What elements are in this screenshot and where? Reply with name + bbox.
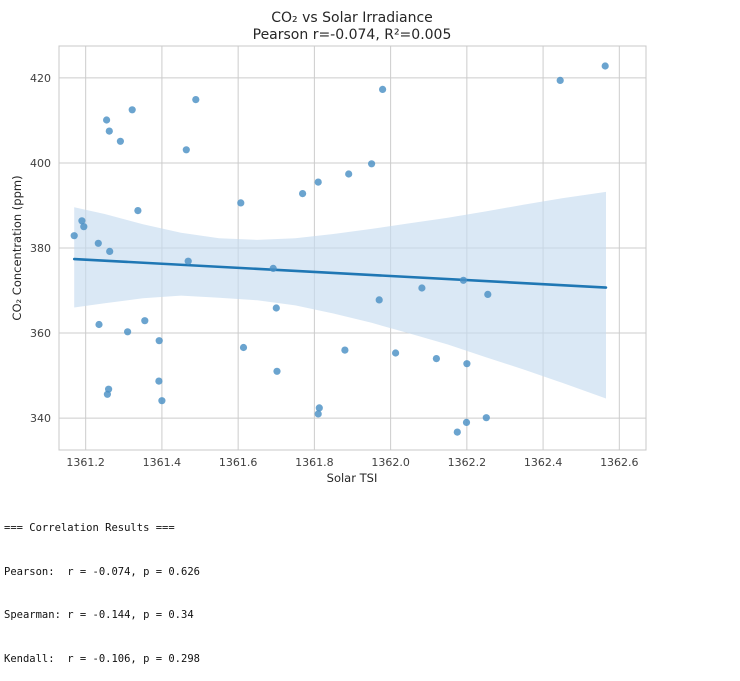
confidence-band-layer (74, 191, 606, 399)
y-tick-label: 340 (30, 412, 51, 425)
console-line: Kendall: r = -0.106, p = 0.298 (4, 652, 200, 665)
data-point (237, 199, 245, 207)
data-point (368, 160, 376, 168)
data-point (379, 85, 387, 93)
data-point (273, 367, 281, 375)
chart-subtitle: Pearson r=-0.074, R²=0.005 (253, 27, 452, 43)
data-point (141, 317, 149, 325)
tick-labels: 1361.2 1361.4 1361.6 1361.8 1362.0 1362.2 1362… (30, 72, 639, 469)
y-axis-label: CO₂ Concentration (ppm) (10, 175, 24, 320)
data-point (601, 62, 609, 70)
data-point (484, 290, 492, 298)
data-point (462, 418, 471, 426)
data-point (106, 247, 114, 255)
data-point (418, 284, 426, 292)
y-tick-label: 400 (30, 157, 51, 170)
data-point (375, 296, 383, 304)
data-point (239, 343, 248, 352)
regression-line-layer (72, 257, 608, 289)
data-point (134, 207, 142, 215)
data-point (94, 239, 102, 247)
x-tick-label: 1362.4 (524, 456, 563, 469)
data-point (80, 223, 88, 231)
data-point (155, 377, 163, 385)
data-point (453, 428, 461, 436)
data-point (314, 410, 322, 418)
data-point (124, 328, 132, 336)
console-line: Spearman: r = -0.144, p = 0.34 (4, 609, 194, 621)
data-point (345, 170, 353, 178)
x-tick-label: 1362.6 (600, 456, 639, 469)
x-tick-label: 1362.0 (371, 456, 410, 469)
data-points (70, 62, 609, 436)
correlation-console-output: === Correlation Results === Pearson: r =… (4, 492, 200, 681)
data-point (116, 137, 124, 145)
data-point (158, 397, 166, 405)
data-point (556, 76, 564, 84)
data-point (314, 178, 322, 186)
data-point (182, 146, 190, 154)
data-point (128, 106, 136, 114)
data-point (315, 404, 323, 412)
x-tick-label: 1361.4 (143, 456, 182, 469)
y-tick-label: 420 (30, 72, 51, 85)
data-point (463, 360, 471, 368)
data-point (341, 346, 349, 354)
data-point (192, 96, 200, 104)
data-point (482, 414, 490, 422)
console-line: === Correlation Results === (4, 522, 175, 534)
confidence-band (74, 191, 606, 399)
data-point (392, 349, 400, 357)
chart-title: CO₂ vs Solar Irradiance (271, 10, 433, 26)
y-tick-label: 380 (30, 242, 51, 255)
data-point (299, 190, 307, 198)
data-point (70, 232, 78, 240)
x-tick-label: 1361.8 (295, 456, 334, 469)
data-point (155, 337, 163, 345)
data-point (184, 257, 192, 265)
grid (59, 46, 646, 450)
data-point (103, 390, 111, 398)
data-point (105, 127, 113, 135)
data-point (95, 320, 103, 329)
data-point (272, 304, 280, 312)
scatter-chart: CO₂ vs Solar Irradiance Pearson r=-0.074… (10, 10, 647, 485)
data-point (432, 355, 440, 363)
data-point (103, 116, 111, 124)
x-tick-label: 1361.6 (219, 456, 258, 469)
console-line: Pearson: r = -0.074, p = 0.626 (4, 565, 200, 578)
data-point (269, 264, 277, 272)
x-tick-label: 1361.2 (66, 456, 105, 469)
y-tick-label: 360 (30, 327, 51, 340)
x-tick-label: 1362.2 (448, 456, 487, 469)
regression-line (72, 257, 608, 289)
data-point (459, 276, 467, 284)
x-axis-label: Solar TSI (327, 471, 378, 485)
data-point (78, 217, 86, 225)
